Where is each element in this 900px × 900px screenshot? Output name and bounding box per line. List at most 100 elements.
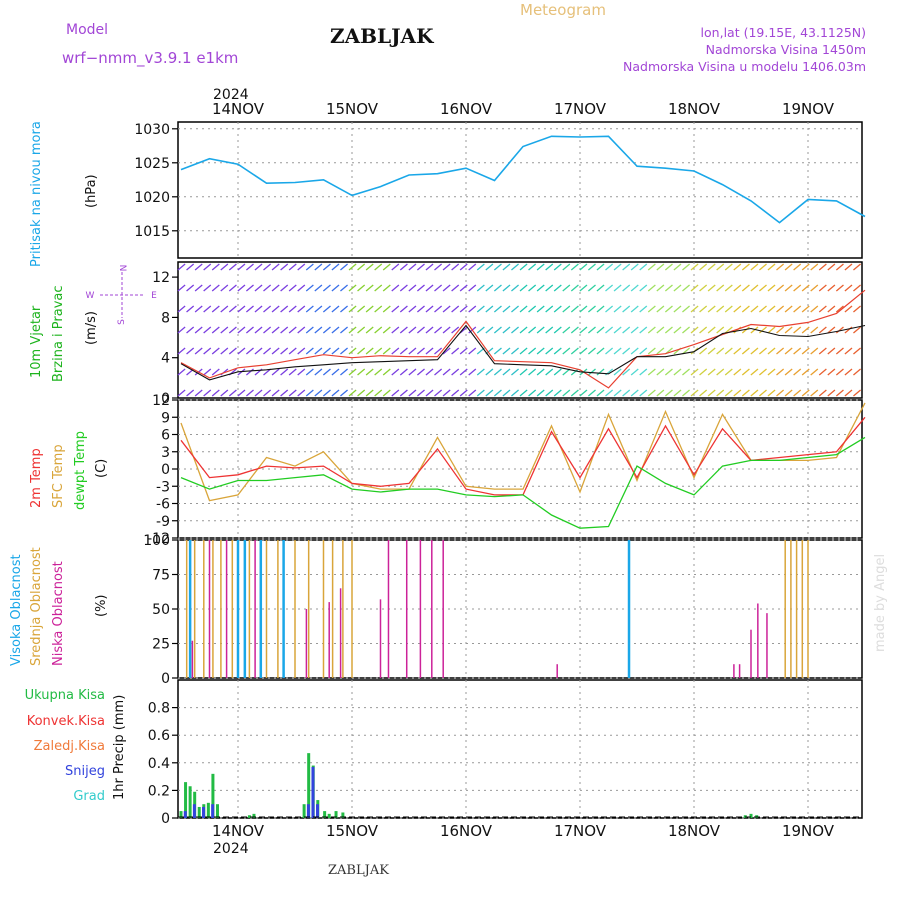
footer-station: ZABLJAK <box>328 863 389 878</box>
wind-arrow <box>596 263 605 271</box>
wind-arrow <box>459 305 468 313</box>
wind-arrow <box>519 368 528 376</box>
wind-arrow <box>502 326 511 334</box>
wind-arrow <box>263 389 272 397</box>
wind-arrow <box>425 347 434 355</box>
wind-arrow <box>553 263 562 271</box>
wind-arrow <box>545 263 554 271</box>
wind-arrow <box>553 347 562 355</box>
wind-arrow <box>254 305 263 313</box>
wind-arrow <box>630 368 639 376</box>
wind-arrow <box>682 263 690 271</box>
wind-arrow <box>758 326 767 334</box>
wind-arrow <box>545 368 554 376</box>
product-title: Meteogram <box>520 1 606 19</box>
wind-arrow <box>288 305 297 313</box>
wind-arrow <box>288 368 297 376</box>
wind-arrow <box>639 389 648 397</box>
year-label-bottom: 2024 <box>213 841 249 857</box>
precip-bar <box>179 811 183 818</box>
y-tick-label: 1030 <box>134 122 170 138</box>
wind-arrow <box>434 305 443 313</box>
wind-arrow <box>416 347 425 355</box>
wind-arrow <box>664 368 673 376</box>
wind-arrow <box>562 326 571 334</box>
precip-bar <box>215 804 219 818</box>
wind-arrow <box>690 326 699 334</box>
wind-arrow <box>716 263 725 271</box>
wind-arrow <box>194 284 203 292</box>
wind-arrow <box>511 326 519 334</box>
wind-arrow <box>451 305 460 313</box>
wind-arrow <box>365 305 374 313</box>
wind-arrow <box>476 305 485 313</box>
wind-arrow <box>297 368 306 376</box>
wind-arrow <box>767 389 776 397</box>
wind-arrow <box>340 347 348 355</box>
wind-arrow <box>186 263 195 271</box>
wind-arrow <box>528 284 537 292</box>
wind-arrow <box>605 326 614 334</box>
wind-arrow <box>459 263 468 271</box>
wind-arrow <box>741 263 750 271</box>
wind-arrow <box>605 389 614 397</box>
y-tick-label: 6 <box>161 428 170 444</box>
wind-arrow <box>776 389 785 397</box>
wind-arrow <box>682 368 690 376</box>
wind-arrow <box>810 368 819 376</box>
wind-arrow <box>237 263 246 271</box>
wind-arrow <box>297 305 306 313</box>
wind-arrow <box>425 368 434 376</box>
wind-arrow <box>844 305 853 313</box>
wind-arrow <box>647 347 656 355</box>
wind-arrow <box>177 347 186 355</box>
wind-arrow <box>468 368 477 376</box>
wind-arrow <box>630 263 639 271</box>
wind-arrow <box>587 305 596 313</box>
wind-arrow <box>810 284 819 292</box>
wind-arrow <box>647 284 656 292</box>
wind-arrow <box>476 368 485 376</box>
wind-arrow <box>545 326 554 334</box>
model-label: Model <box>66 22 108 38</box>
wind-arrow <box>451 347 460 355</box>
wind-arrow <box>442 326 451 334</box>
y-tick-label: -9 <box>156 514 170 530</box>
wind-arrow <box>314 263 323 271</box>
wind-arrow <box>844 284 853 292</box>
wind-arrow <box>425 389 434 397</box>
wind-arrow <box>784 305 793 313</box>
wind-arrow <box>639 284 648 292</box>
wind-arrow <box>459 284 468 292</box>
wind-arrow <box>271 263 280 271</box>
wind-arrow <box>493 284 502 292</box>
year-label-top: 2024 <box>213 87 249 103</box>
legend-graupel: Grad <box>73 789 105 804</box>
wind-arrow <box>340 326 348 334</box>
wind-arrow <box>357 347 366 355</box>
wind-arrow <box>707 389 716 397</box>
panel-frame <box>177 121 863 259</box>
wind-arrow <box>630 389 639 397</box>
wind-arrow <box>656 305 665 313</box>
wind-arrow <box>374 326 383 334</box>
panel-content <box>177 135 866 818</box>
y-tick-label: -3 <box>156 479 170 495</box>
temp-unit: (C) <box>94 459 109 478</box>
wind-arrow <box>211 389 220 397</box>
precip-bar <box>247 815 251 818</box>
y-tick-label: 1025 <box>134 156 170 172</box>
wind-arrow <box>810 347 819 355</box>
wind-arrow <box>382 305 391 313</box>
wind-arrow <box>297 263 306 271</box>
wind-arrow <box>348 326 357 334</box>
wind-arrow <box>793 389 802 397</box>
wind-arrow <box>758 284 767 292</box>
wind-arrow <box>605 347 614 355</box>
wind-arrow <box>416 263 425 271</box>
wind-arrow <box>331 389 340 397</box>
legend-conv-rain: Konvek.Kisa <box>27 714 105 729</box>
wind-arrow <box>630 326 639 334</box>
wind-arrow <box>784 368 793 376</box>
